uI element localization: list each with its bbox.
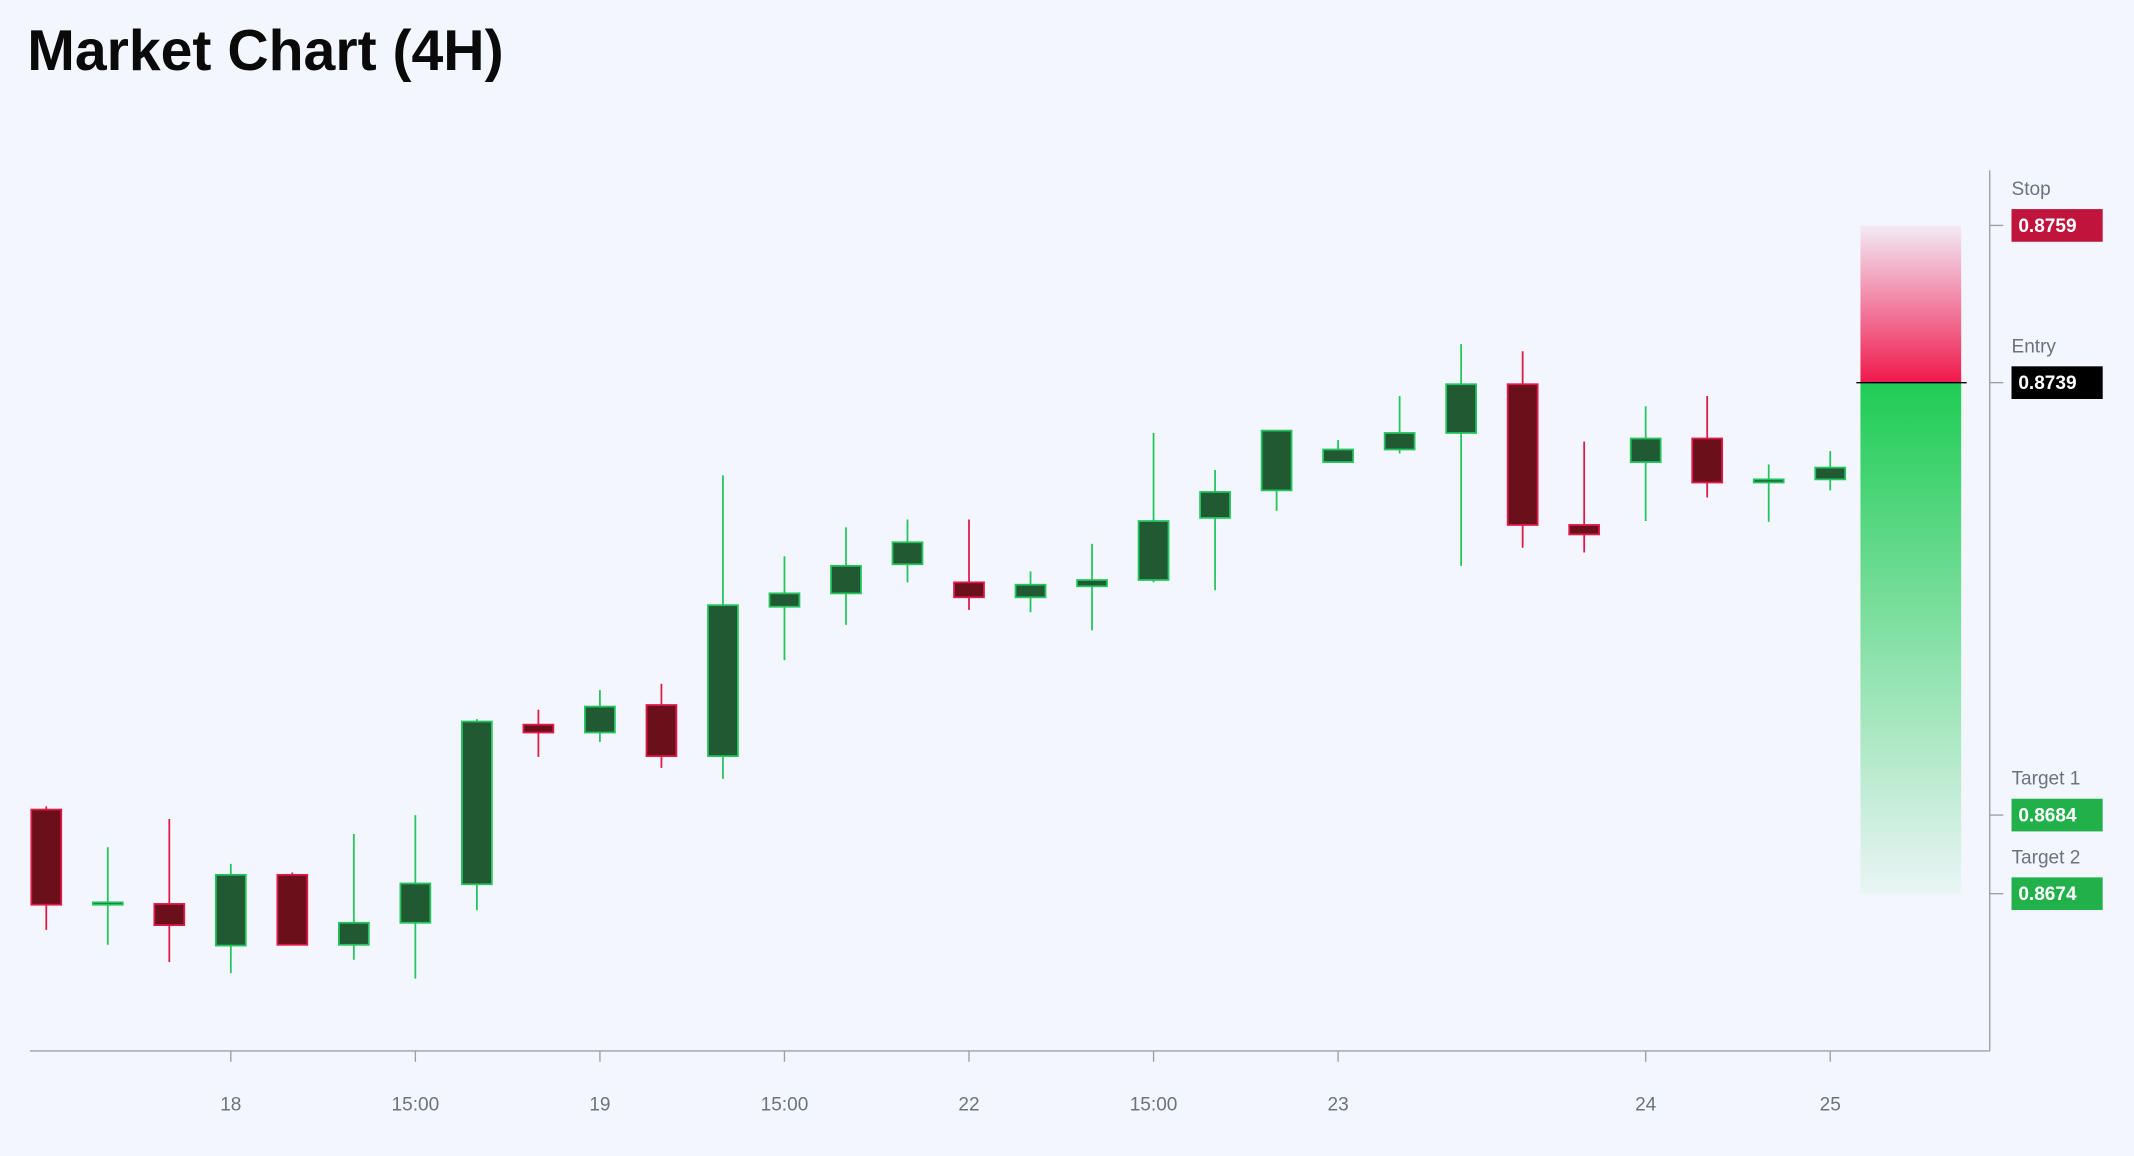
x-tick-label: 15:00 (392, 1094, 440, 1115)
candle-body (891, 541, 924, 566)
candle-body (1322, 448, 1354, 463)
candle-body (645, 704, 678, 757)
x-tick-label: 19 (589, 1094, 610, 1115)
candle-body (461, 720, 493, 886)
candle-body (276, 873, 309, 946)
level-badge (2011, 798, 2103, 832)
candle-body (1137, 520, 1170, 581)
candle-body (1260, 429, 1293, 492)
candle-body (522, 723, 555, 734)
level-name: Target 1 (2012, 769, 2081, 790)
candle-body (830, 564, 862, 595)
x-tick-label: 15:00 (761, 1094, 809, 1115)
level-badge (2011, 366, 2103, 399)
candle-body (399, 882, 432, 924)
candle-body (953, 581, 985, 599)
x-tick-label: 18 (220, 1094, 241, 1115)
candle-body (1076, 579, 1108, 588)
candle-body (1629, 437, 1662, 463)
candle-body (707, 604, 739, 757)
x-tick-label: 22 (958, 1094, 979, 1115)
level-name: Entry (2012, 336, 2057, 357)
x-tick-label: 24 (1635, 1094, 1657, 1115)
x-tick-label: 25 (1820, 1094, 1841, 1115)
level-badge (2011, 877, 2103, 911)
level-name: Target 2 (2012, 847, 2081, 868)
candle-body (1445, 383, 1477, 434)
candle-body (1568, 524, 1601, 536)
candle-body (1814, 466, 1847, 481)
candle-body (1506, 383, 1539, 526)
candle-body (1691, 437, 1724, 484)
risk-zone (1860, 225, 1962, 383)
level-value: 0.8759 (2018, 216, 2076, 237)
candle-body (214, 873, 247, 947)
x-tick-label: 23 (1328, 1094, 1349, 1115)
level-value: 0.8684 (2018, 805, 2077, 826)
candle-body (153, 903, 186, 927)
level-badge (2011, 209, 2103, 242)
x-tick-label: 15:00 (1130, 1094, 1178, 1115)
candle-body (91, 901, 124, 906)
reward-zone (1860, 382, 1962, 894)
candle-body (1752, 478, 1785, 484)
candle-body (30, 808, 63, 906)
candle-body (1383, 432, 1416, 451)
candle-body (768, 592, 801, 608)
candle-body (337, 921, 370, 946)
level-value: 0.8739 (2018, 373, 2076, 394)
candle-body (584, 705, 616, 734)
candle-body (1014, 583, 1047, 599)
candle-body (1199, 491, 1231, 519)
level-name: Stop (2012, 179, 2051, 200)
chart-title: Market Chart (4H) (27, 19, 503, 83)
level-value: 0.8674 (2018, 884, 2077, 905)
